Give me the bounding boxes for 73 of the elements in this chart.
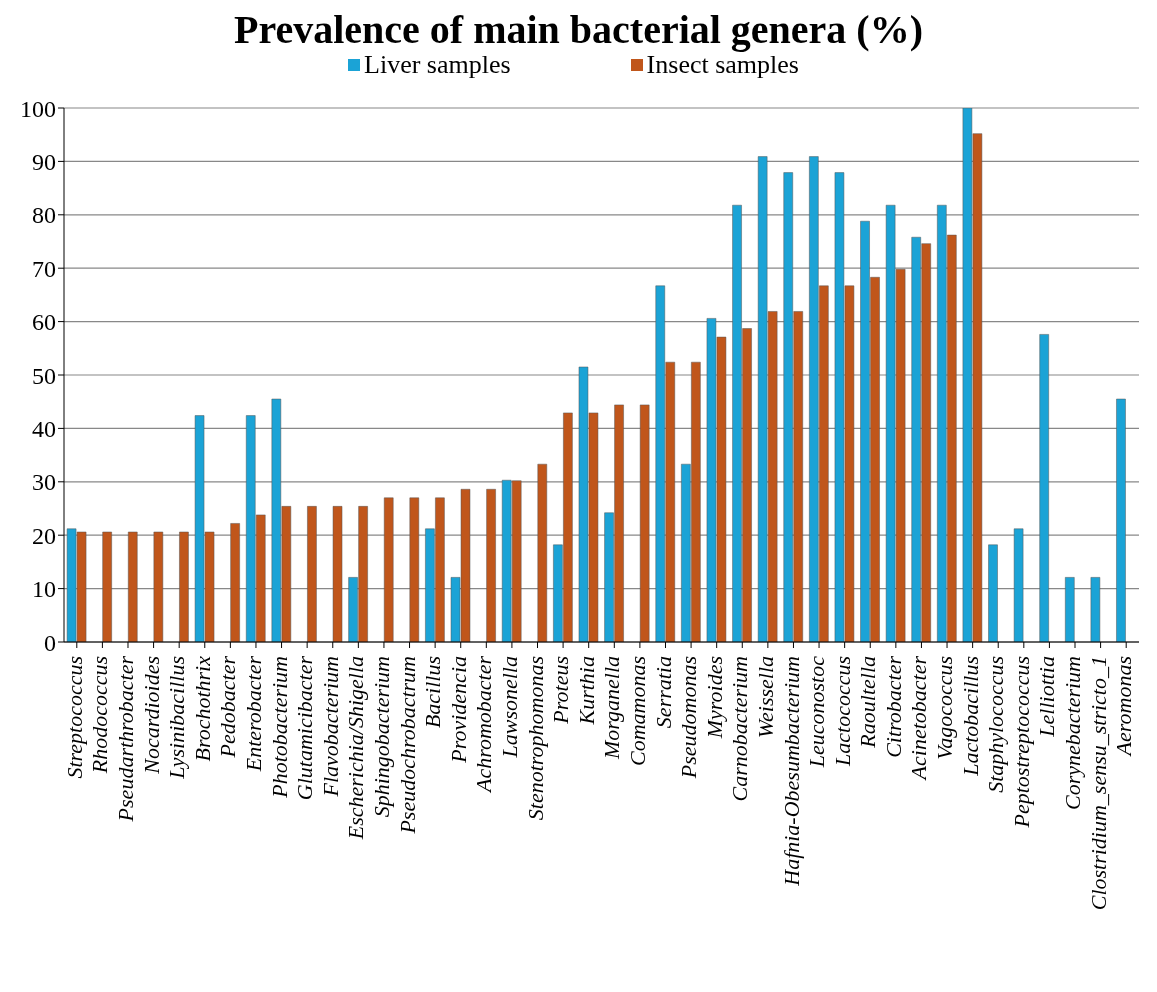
x-tick-label: Morganella (599, 656, 625, 761)
x-tick-label: Glutamicibacter (292, 655, 318, 801)
x-tick-label: Sphingobacterium (368, 656, 394, 818)
x-tick-label: Leuconostoc (804, 655, 830, 769)
x-tick-label: Bacillus (420, 656, 446, 729)
bar (1065, 577, 1075, 642)
x-tick-label: Streptococcus (61, 656, 87, 779)
y-tick-label: 30 (32, 469, 56, 496)
x-tick-label: Flavobacterium (317, 656, 343, 798)
x-tick-label: Escherichia/Shigella (343, 656, 369, 841)
y-tick-label: 40 (32, 415, 56, 442)
x-tick-label: Photobacterium (266, 656, 292, 799)
x-tick-label: Pseudomonas (676, 656, 702, 780)
bar (179, 531, 189, 642)
bar (988, 544, 998, 642)
chart-title: Prevalence of main bacterial genera (%) (232, 7, 924, 52)
y-tick-label: 10 (32, 576, 56, 603)
bar (486, 489, 496, 642)
x-tick-label: Enterobacter (241, 655, 267, 773)
bar (153, 531, 164, 642)
x-tick-label: Comamonas (624, 656, 650, 767)
x-tick-label: Corynebacterium (1060, 656, 1086, 810)
bar (1116, 398, 1126, 642)
x-tick-label: Hafnia-Obesumbacterium (778, 656, 804, 887)
x-tick-label: Lactobacillus (957, 656, 983, 777)
x-tick-label: Carnobacterium (727, 656, 753, 802)
y-tick-label: 60 (32, 309, 56, 336)
bar (128, 531, 138, 642)
bar (332, 506, 343, 642)
y-tick-label: 100 (20, 95, 56, 122)
y-tick-label: 50 (32, 362, 56, 389)
bar (639, 404, 650, 642)
x-tick-label: Citrobacter (880, 655, 906, 758)
x-tick-label: Lactococcus (829, 656, 855, 767)
x-tick-label: Brochothrix (189, 655, 215, 762)
x-tick-label: Providencia (445, 656, 471, 764)
legend-label: Liver samples (364, 50, 511, 79)
x-tick-label: Pseudarthrobacter (113, 655, 139, 823)
x-tick-label: Pedobacter (215, 655, 241, 759)
x-tick-label: Weissella (752, 656, 778, 739)
x-tick-label: Pseudochrobactrum (394, 656, 420, 835)
x-tick-label: Lelliottia (1034, 656, 1060, 738)
x-tick-label: Kurthia (573, 656, 599, 726)
y-tick-label: 70 (32, 255, 56, 282)
x-tick-label: Stenotrophomonas (522, 656, 548, 821)
bar (1039, 334, 1049, 642)
bar (383, 497, 394, 642)
x-tick-label: Peptostreptococcus (1008, 656, 1034, 829)
x-tick-label: Aeromonas (1111, 656, 1137, 758)
bar (307, 506, 317, 642)
y-tick-label: 80 (32, 202, 56, 229)
bar (537, 463, 548, 642)
x-tick-label: Serratia (650, 656, 676, 729)
x-tick-label: Raoultella (855, 656, 881, 749)
x-tick-label: Lawsonella (496, 656, 522, 759)
y-tick-label: 0 (44, 629, 56, 656)
x-tick-label: Vagococcus (932, 656, 958, 760)
y-tick-label: 20 (32, 522, 56, 549)
bar (409, 497, 420, 642)
x-tick-label: Clostridium_sensu_stricto_1 (1085, 656, 1111, 911)
x-tick-label: Staphylococcus (983, 656, 1009, 793)
x-tick-label: Acinetobacter (906, 655, 932, 782)
x-tick-label: Nocardioides (138, 656, 164, 775)
x-tick-label: Achromobacter (471, 655, 497, 795)
x-tick-label: Myroides (701, 656, 727, 740)
x-tick-label: Proteus (548, 656, 574, 725)
x-tick-label: Lysinibacillus (164, 656, 190, 780)
bar (102, 531, 112, 642)
bar (1090, 577, 1101, 642)
bar (230, 523, 240, 642)
x-tick-label: Rhodococcus (87, 656, 113, 775)
y-tick-label: 90 (32, 148, 56, 175)
bar (1013, 528, 1024, 642)
